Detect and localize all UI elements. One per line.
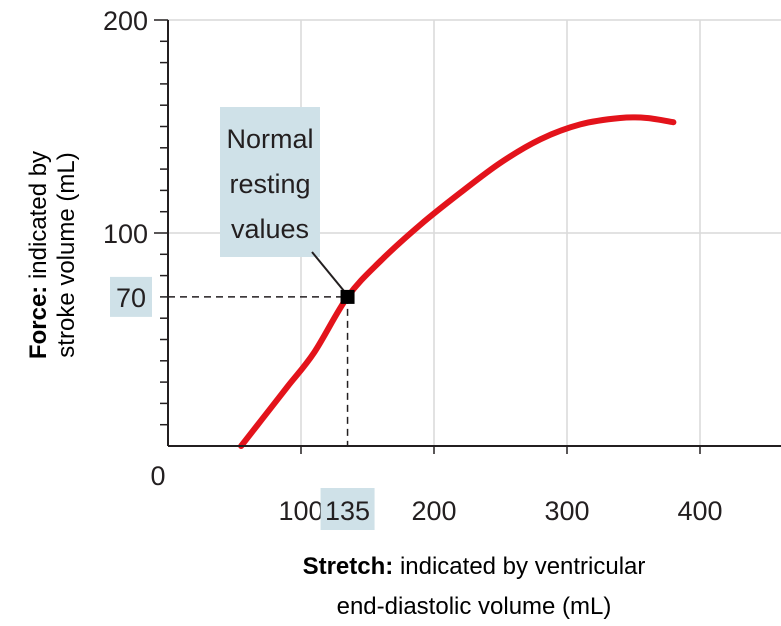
x-axis-title: Stretch: indicated by ventricular end-di… [303, 553, 646, 620]
highlight-x-label-bg [320, 488, 375, 530]
highlight-x-label: 135 [320, 488, 375, 530]
annotation-line-2: resting [229, 169, 310, 199]
x-axis-title-line-1: Stretch: indicated by ventricular [303, 553, 646, 580]
series-curve [238, 114, 677, 449]
y-axis-title: Force: indicated by stroke volume (mL) [25, 151, 80, 359]
y-axis-title-line-1: Force: indicated by [25, 151, 52, 359]
y-minor-ticks [154, 19, 701, 454]
highlight-guide-lines [168, 296, 349, 446]
x-tick-label: 300 [544, 496, 589, 526]
x-tick-label: 400 [677, 496, 722, 526]
highlight-y-label-text: 70 [116, 283, 146, 313]
y-tick-labels: 100 200 [103, 6, 148, 249]
x-origin-label: 0 [150, 461, 165, 491]
annotation-line-1: Normal [226, 124, 313, 154]
highlight-y-label-bg [110, 276, 152, 317]
annotation-leader-line [311, 251, 347, 294]
x-tick-label: 100 [278, 496, 323, 526]
annotation-box [220, 107, 320, 257]
x-tick-label: 200 [411, 496, 456, 526]
x-tick-labels: 100 200 300 400 [278, 496, 722, 526]
highlight-y-label: 70 [110, 276, 152, 317]
y-tick-label: 200 [103, 6, 148, 36]
x-axis-title-line-2: end-diastolic volume (mL) [337, 593, 612, 620]
annotation-callout: Normal resting values [220, 107, 347, 294]
y-axis-title-line-2: stroke volume (mL) [53, 152, 80, 357]
highlight-point [340, 289, 355, 304]
y-tick-label: 100 [103, 219, 148, 249]
annotation-line-3: values [231, 214, 309, 244]
highlight-x-label-text: 135 [325, 496, 370, 526]
